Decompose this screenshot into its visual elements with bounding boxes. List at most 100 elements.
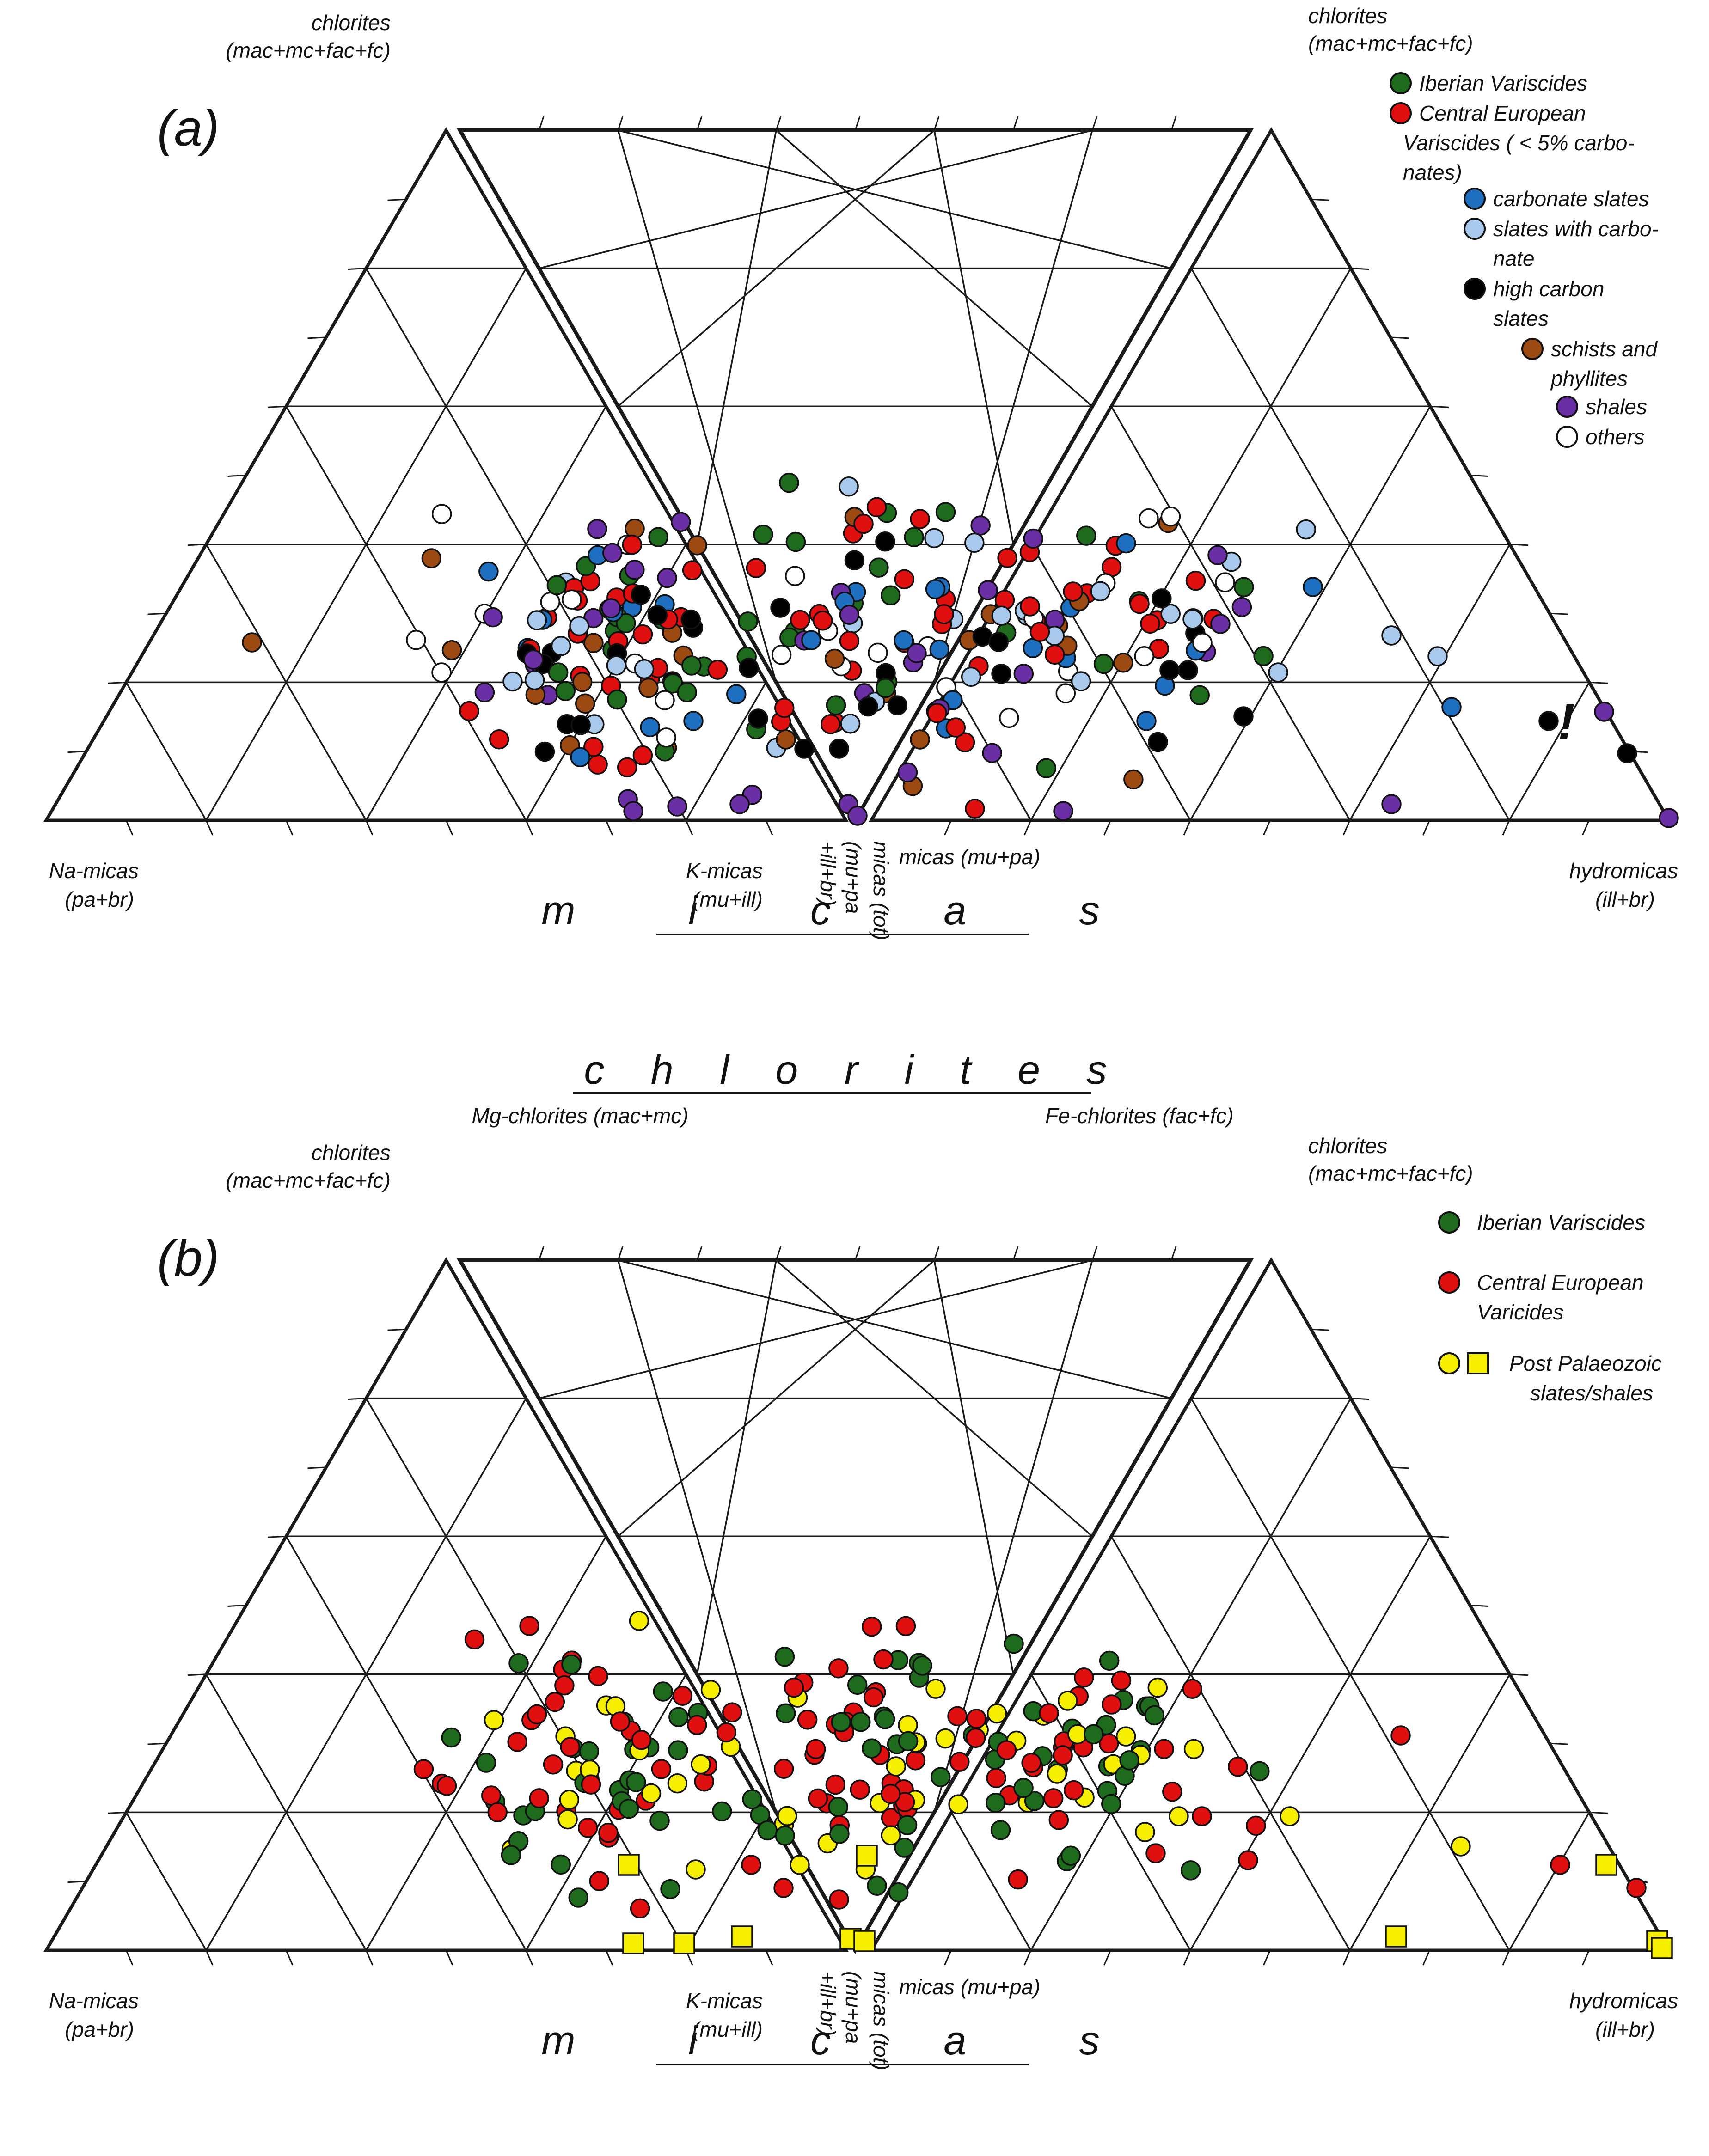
data-point-schists	[824, 648, 845, 669]
data-point-high_carbon	[680, 609, 701, 630]
data-point-slates_carb	[634, 659, 655, 679]
data-point-schists	[421, 548, 442, 568]
data-point-high_carbon	[887, 695, 908, 715]
legend-marker-shales	[1556, 396, 1578, 418]
data-point-iberian	[875, 1709, 895, 1729]
data-point-iberian	[1013, 1777, 1034, 1798]
tick	[1023, 1950, 1032, 1966]
label-hydromicas: hydromicas	[1569, 1989, 1678, 2013]
data-point-iberian	[774, 1647, 795, 1667]
data-point-central	[910, 509, 930, 529]
data-point-slates_carb	[991, 605, 1012, 626]
data-point-slates_carb	[961, 666, 981, 687]
middle-grid-line	[617, 1260, 777, 1813]
data-point-central	[805, 1739, 826, 1759]
data-point-iberian	[668, 1740, 688, 1760]
data-point-others	[431, 662, 452, 683]
data-point-iberian	[1024, 1791, 1045, 1811]
left-grid-line	[285, 406, 527, 821]
label-micas-tot: micas (tot)	[869, 841, 893, 941]
legend-marker-square-post	[1467, 1352, 1489, 1374]
label-micas-mupa: micas (mu+pa)	[899, 1975, 1040, 1999]
data-point-iberian	[753, 525, 773, 545]
data-point-shales	[587, 519, 607, 539]
legend-label-schists: phyllites	[1550, 366, 1628, 391]
legend-marker-iberian	[1438, 1211, 1460, 1234]
data-point-shales	[483, 607, 503, 628]
data-point-central	[1101, 1694, 1122, 1715]
tick	[775, 1246, 782, 1261]
data-point-central	[1111, 1670, 1132, 1691]
data-point-shales	[1659, 808, 1679, 828]
data-point-central	[610, 1711, 631, 1732]
data-point-others	[999, 708, 1019, 728]
data-point-schists	[1113, 653, 1133, 673]
data-point-iberian	[662, 673, 683, 694]
data-point-central	[1246, 1815, 1266, 1836]
data-point-central	[996, 1740, 1017, 1760]
data-point-post	[691, 1754, 711, 1775]
legend-label-slates_carb: nate	[1493, 246, 1535, 270]
data-point-central	[997, 548, 1017, 568]
label-micas-tot-formula2: +ill+br)	[816, 1971, 840, 2036]
legend-marker-schists	[1521, 338, 1544, 360]
legend-marker-others	[1556, 426, 1578, 448]
middle-grid-line	[539, 1259, 1093, 1399]
label-fe-chlorites: Fe-chlorites (fac+fc)	[1045, 1104, 1234, 1128]
data-point-post	[881, 1825, 901, 1845]
data-point-post	[1451, 1836, 1471, 1857]
data-point-central	[529, 1788, 549, 1808]
data-point-iberian	[555, 681, 576, 702]
tick	[187, 544, 207, 546]
data-point-iberian	[561, 1654, 582, 1675]
data-point-iberian	[935, 502, 956, 522]
data-point-iberian	[847, 1674, 868, 1695]
data-point-iberian	[898, 1731, 919, 1752]
data-point-slates_carb	[502, 671, 523, 692]
data-point-high_carbon	[844, 550, 865, 570]
data-point-others	[540, 592, 560, 612]
data-point-slates_carb	[840, 714, 861, 734]
legend: Iberian Variscides Central European Varisc…	[1390, 71, 1659, 449]
data-point-iberian	[1036, 758, 1057, 778]
data-point-iberian	[649, 1810, 670, 1831]
tick	[365, 1950, 374, 1966]
data-point-iberian	[625, 1772, 646, 1792]
data-point-post	[935, 1728, 956, 1749]
data-point-schists	[776, 729, 796, 750]
data-point-square-post	[1651, 1937, 1673, 1959]
tick	[617, 1246, 624, 1261]
data-point-post	[948, 1794, 968, 1814]
data-point-iberian	[607, 689, 627, 710]
data-point-post	[1169, 1806, 1189, 1826]
data-point-central	[413, 1759, 434, 1779]
panel-label: (b)	[157, 1230, 219, 1287]
tick	[1183, 1950, 1191, 1966]
title-micas: m i c a s	[541, 2017, 1151, 2063]
data-point-post	[986, 1703, 1007, 1724]
data-point-others	[1192, 632, 1213, 653]
data-point-high_carbon	[1152, 588, 1172, 609]
tick	[267, 405, 287, 408]
data-point-iberian	[711, 1801, 732, 1822]
label-micas-tot-group: micas (tot)(mu+pa+ill+br)	[816, 841, 893, 941]
tick	[1582, 1950, 1590, 1966]
data-point-others	[1055, 683, 1076, 703]
data-point-schists	[572, 672, 593, 692]
data-point-iberian	[1119, 1750, 1139, 1771]
data-point-high_carbon	[991, 664, 1011, 684]
right-grid-line	[950, 1812, 1032, 1951]
data-point-carbonate	[801, 630, 821, 650]
data-point-square-post	[1595, 1854, 1617, 1876]
label-chlorites-right: chlorites	[1308, 4, 1387, 28]
tick	[1509, 1673, 1529, 1676]
data-point-carbonate	[925, 579, 946, 599]
data-point-slates_carb	[1160, 604, 1181, 624]
title-micas: m i c a s	[541, 887, 1151, 933]
right-grid-line	[1190, 1398, 1510, 1951]
data-point-central	[630, 1898, 650, 1919]
data-point-central	[773, 1759, 794, 1779]
data-point-central	[583, 737, 604, 757]
data-point-central	[481, 1785, 502, 1806]
data-point-post	[1135, 1822, 1155, 1842]
